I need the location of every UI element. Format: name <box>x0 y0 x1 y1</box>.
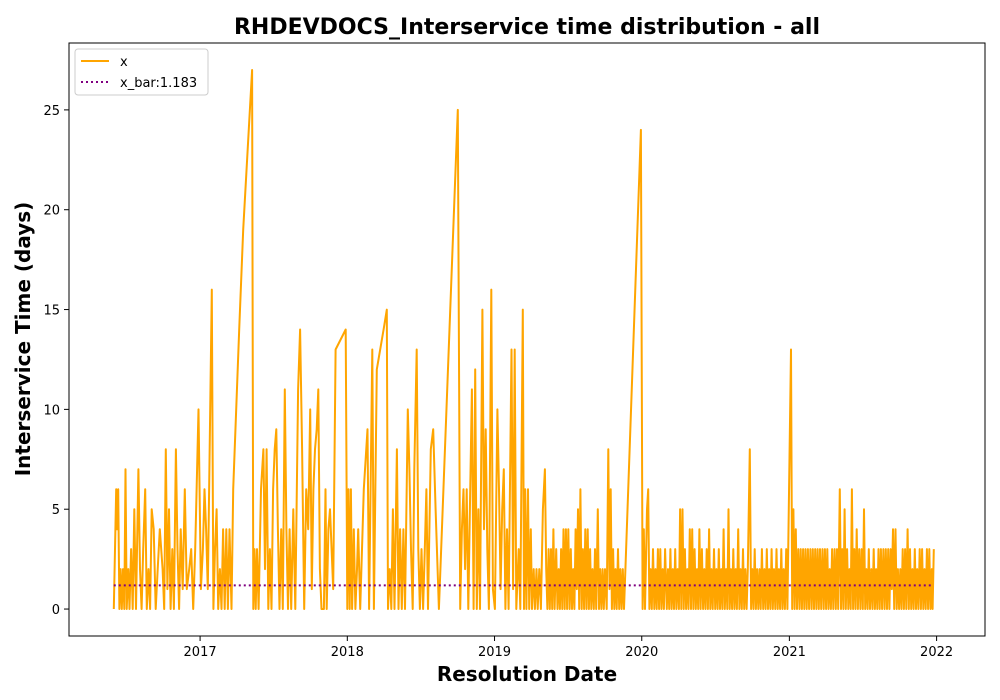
legend-label-x-bar: x_bar:1.183 <box>120 76 197 91</box>
y-axis-label: Interservice Time (days) <box>11 202 35 477</box>
legend-label-x: x <box>120 55 128 70</box>
y-tick-label: 15 <box>43 304 60 319</box>
chart-title: RHDEVDOCS_Interservice time distribution… <box>234 15 820 40</box>
legend: x x_bar:1.183 <box>74 48 209 96</box>
axes: 0 5 10 15 20 25 2017 2018 2019 2020 2021 2022 <box>43 104 953 660</box>
x-tick-label: 2020 <box>625 645 658 660</box>
y-tick-label: 25 <box>43 104 60 119</box>
y-tick-label: 10 <box>43 403 60 418</box>
series-line-x <box>112 69 935 610</box>
y-tick-label: 5 <box>52 503 60 518</box>
x-tick-label: 2017 <box>184 645 217 660</box>
x-tick-label: 2021 <box>773 645 806 660</box>
y-tick-label: 0 <box>52 603 60 618</box>
x-axis-label: Resolution Date <box>437 662 617 686</box>
x-tick-label: 2022 <box>920 645 953 660</box>
axes-frame <box>68 42 986 637</box>
x-tick-label: 2018 <box>331 645 364 660</box>
plot-area <box>112 69 935 610</box>
y-tick-label: 20 <box>43 204 60 219</box>
x-tick-label: 2019 <box>478 645 511 660</box>
